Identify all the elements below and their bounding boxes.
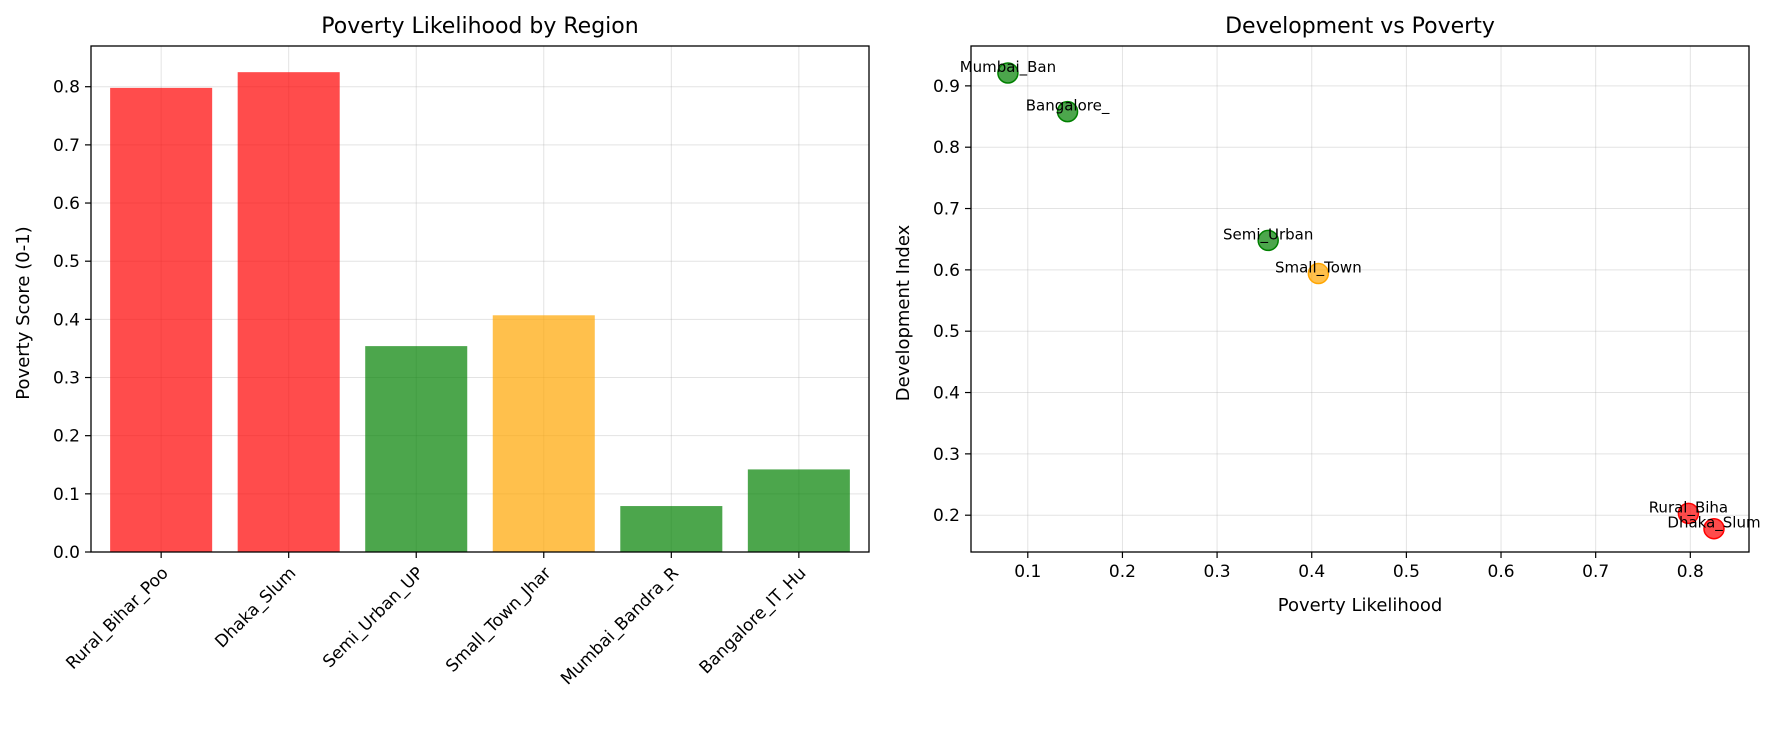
scatter-chart-y-tick-label: 0.4: [933, 384, 960, 404]
bar-chart-title: Poverty Likelihood by Region: [321, 14, 638, 39]
bar-rural-bihar-poo: [110, 87, 213, 553]
bar-chart-y-tick-label: 0.5: [53, 252, 80, 272]
scatter-chart-y-tick-label: 0.9: [933, 77, 960, 97]
bar-chart-y-ticks: 0.0 0.1 0.2 0.3 0.4 0.5 0.6 0.7 0.8: [53, 78, 91, 563]
scatter-chart-y-ticks: 0.2 0.3 0.4 0.5 0.6 0.7 0.8 0.9: [933, 77, 971, 526]
scatter-chart-development-vs-poverty: Development vs Poverty Poverty Likelihoo…: [893, 14, 1761, 616]
bar-chart-y-tick-label: 0.3: [53, 369, 80, 389]
bar-chart-x-tick-label: Small_Town_Jhar: [442, 563, 555, 676]
scatter-point-label: Rural_Biha: [1649, 498, 1728, 517]
bar-chart-y-tick-label: 0.1: [53, 485, 80, 505]
scatter-chart-x-tick-label: 0.6: [1488, 562, 1515, 582]
bar-chart-x-tick-label: Rural_Bihar_Poo: [62, 563, 172, 673]
scatter-point-label: Semi_Urban: [1223, 225, 1313, 244]
scatter-point-small-town: [1307, 262, 1330, 285]
bar-chart-y-tick-label: 0.0: [53, 543, 80, 563]
scatter-chart-xlabel: Poverty Likelihood: [1278, 595, 1443, 616]
scatter-chart-x-tick-label: 0.1: [1014, 562, 1041, 582]
scatter-chart-x-ticks: 0.1 0.2 0.3 0.4 0.5 0.6 0.7 0.8: [1014, 552, 1704, 582]
bar-chart-y-tick-label: 0.8: [53, 78, 80, 98]
bar-chart-y-tick-label: 0.2: [53, 427, 80, 447]
bar-chart-y-tick-label: 0.6: [53, 194, 80, 214]
bar-chart-x-tick-label: Dhaka_Slum: [211, 563, 300, 652]
scatter-chart-y-tick-label: 0.2: [933, 506, 960, 526]
bar-chart-frame: [90, 45, 870, 553]
bar-chart-bars: [110, 72, 850, 553]
scatter-chart-x-tick-label: 0.3: [1204, 562, 1231, 582]
scatter-chart-x-tick-label: 0.2: [1109, 562, 1136, 582]
scatter-chart-y-tick-label: 0.6: [933, 261, 960, 281]
scatter-point-mumbai-ban: [997, 62, 1019, 84]
scatter-chart-x-tick-label: 0.5: [1393, 562, 1420, 582]
scatter-point-bangalore: [1056, 100, 1079, 123]
scatter-point-label: Small_Town: [1275, 259, 1362, 278]
scatter-point-dhaka-slum: [1703, 517, 1725, 540]
bar-bangalore-it-hu: [747, 469, 850, 552]
scatter-chart-x-tick-label: 0.8: [1677, 562, 1704, 582]
scatter-point-semi-urban: [1257, 229, 1279, 252]
scatter-point-rural-biha: [1677, 502, 1700, 525]
bar-chart-poverty-by-region: Poverty Likelihood by Region Poverty Sco…: [13, 14, 870, 689]
bar-chart-x-tick-label: Bangalore_IT_Hu: [696, 563, 811, 678]
bar-chart-ylabel: Poverty Score (0-1): [13, 226, 34, 399]
scatter-chart-y-tick-label: 0.3: [933, 445, 960, 465]
bar-chart-x-ticks: Rural_Bihar_Poo Dhaka_Slum Semi_Urban_UP Sm…: [62, 552, 810, 689]
scatter-chart-x-tick-label: 0.4: [1298, 562, 1325, 582]
scatter-point-label: Dhaka_Slum: [1667, 514, 1760, 533]
scatter-chart-y-tick-label: 0.7: [933, 200, 960, 220]
bar-chart-x-tick-label: Mumbai_Bandra_R: [557, 563, 683, 689]
scatter-chart-grid: [971, 46, 1749, 552]
scatter-chart-points: [997, 62, 1725, 540]
scatter-chart-y-tick-label: 0.5: [933, 322, 960, 342]
scatter-point-label: Bangalore_: [1026, 97, 1110, 116]
scatter-chart-ylabel: Development Index: [893, 224, 914, 401]
scatter-chart-frame: [970, 45, 1750, 553]
bar-chart-y-tick-label: 0.7: [53, 136, 80, 156]
scatter-chart-x-tick-label: 0.7: [1582, 562, 1609, 582]
scatter-chart-title: Development vs Poverty: [1225, 14, 1495, 39]
scatter-point-label: Mumbai_Ban: [960, 58, 1056, 77]
bar-chart-y-tick-label: 0.4: [53, 310, 80, 330]
scatter-chart-y-tick-label: 0.8: [933, 138, 960, 158]
bar-dhaka-slum: [237, 72, 340, 552]
bar-chart-x-tick-label: Semi_Urban_UP: [319, 563, 428, 672]
bar-mumbai-bandra-r: [620, 506, 723, 552]
bar-small-town-jhar: [492, 315, 595, 552]
bar-semi-urban-up: [365, 346, 468, 552]
